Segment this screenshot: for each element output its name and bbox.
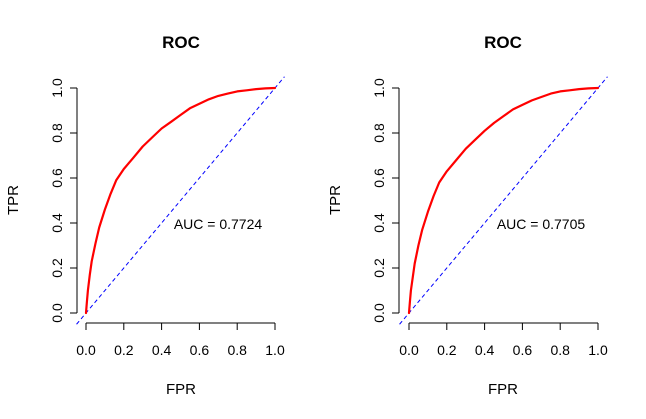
chart-title: ROC: [162, 33, 200, 52]
y-tick-label: 0.0: [49, 303, 65, 323]
x-tick-label: 0.8: [550, 342, 570, 358]
y-tick-label: 0.8: [49, 123, 65, 143]
plot-area: [399, 76, 608, 325]
x-tick-label: 1.0: [588, 342, 608, 358]
y-tick-label: 0.6: [49, 168, 65, 188]
roc-panel-right: ROC FPR TPR AUC = 0.7705 0.0 0.2 0.4 0.6 0.8…: [327, 33, 608, 398]
auc-annotation: AUC = 0.7705: [497, 216, 586, 232]
y-tick-label: 0.4: [371, 213, 387, 233]
x-tick-label: 0.4: [475, 342, 495, 358]
x-tick-label: 0.2: [437, 342, 457, 358]
roc-curve: [84, 86, 277, 315]
x-tick-label: 0.8: [227, 342, 247, 358]
x-tick-label: 0.0: [76, 342, 96, 358]
y-axis: 0.0 0.2 0.4 0.6 0.8 1.0: [49, 78, 78, 323]
chart-title: ROC: [484, 33, 522, 52]
y-tick-label: 0.6: [371, 168, 387, 188]
y-tick-label: 0.2: [49, 258, 65, 278]
plot-area: [76, 76, 285, 325]
x-tick-label: 0.2: [114, 342, 134, 358]
x-axis: 0.0 0.2 0.4 0.6 0.8 1.0: [76, 322, 285, 358]
x-axis-title: FPR: [166, 381, 196, 398]
x-tick-label: 1.0: [265, 342, 285, 358]
x-axis-title: FPR: [488, 381, 518, 398]
y-tick-label: 0.0: [371, 303, 387, 323]
y-tick-label: 0.2: [371, 258, 387, 278]
reference-diagonal: [76, 76, 285, 325]
reference-diagonal: [399, 76, 608, 325]
roc-panel-left: ROC FPR TPR AUC = 0.7724 0.0 0.2 0.4 0.6 0.8…: [5, 33, 285, 398]
x-axis: 0.0 0.2 0.4 0.6 0.8 1.0: [399, 322, 608, 358]
x-tick-label: 0.4: [152, 342, 172, 358]
y-tick-label: 1.0: [371, 78, 387, 98]
x-tick-label: 0.0: [399, 342, 419, 358]
auc-annotation: AUC = 0.7724: [174, 216, 263, 232]
y-tick-label: 1.0: [49, 78, 65, 98]
y-tick-label: 0.4: [49, 213, 65, 233]
y-tick-label: 0.8: [371, 123, 387, 143]
x-tick-label: 0.6: [190, 342, 210, 358]
x-tick-label: 0.6: [513, 342, 533, 358]
y-axis-title: TPR: [327, 185, 344, 215]
roc-curve: [407, 86, 600, 315]
y-axis: 0.0 0.2 0.4 0.6 0.8 1.0: [371, 78, 400, 323]
y-axis-title: TPR: [5, 185, 22, 215]
